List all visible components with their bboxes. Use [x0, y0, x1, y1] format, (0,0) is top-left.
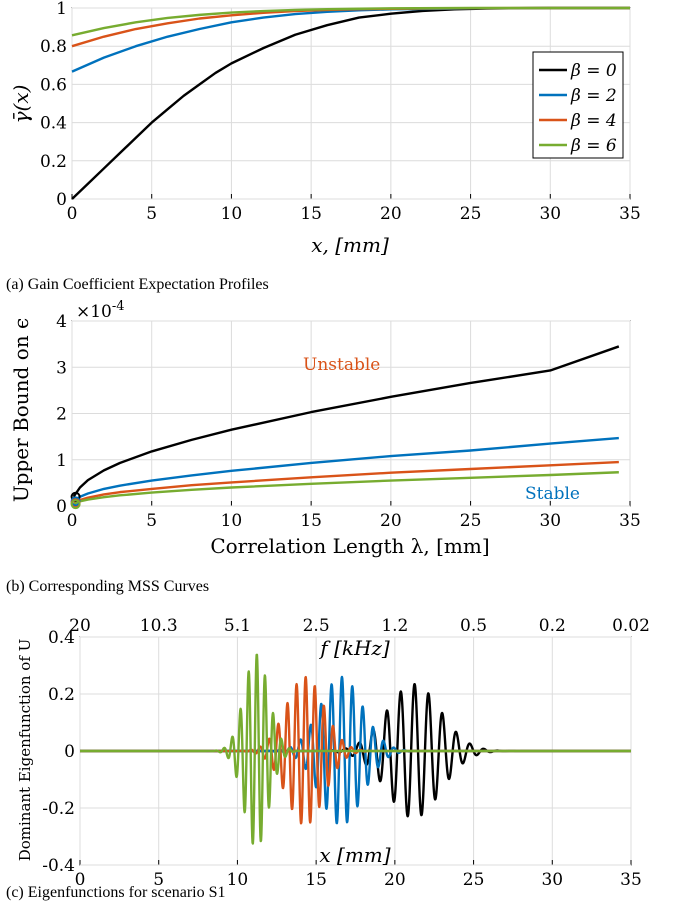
legend-label: β = 6: [570, 136, 617, 156]
y-tick-label: 0.2: [40, 152, 67, 172]
panel-a-legend: β = 0 β = 2 β = 4 β = 6: [532, 51, 624, 159]
y-tick-label: 3: [56, 358, 67, 378]
panel-b-caption: (b) Corresponding MSS Curves: [6, 578, 209, 595]
top-x-tick-label: 10.3: [140, 616, 178, 636]
x-tick-label: 15: [300, 204, 322, 224]
x-tick-label: 35: [620, 870, 642, 890]
x-tick-label: 10: [221, 204, 243, 224]
y-tick-label: 0: [56, 190, 67, 210]
y-tick-label: 0.4: [40, 114, 67, 134]
x-tick-label: 20: [380, 511, 402, 531]
panel-c-bottom-axis-label: x [mm]: [319, 843, 390, 867]
series-line-6: [73, 471, 619, 506]
panel-a-x-axis-label: x, [mm]: [311, 233, 389, 257]
x-tick-label: 25: [460, 511, 482, 531]
series-line-6: [71, 6, 630, 37]
series-line-0: [72, 345, 620, 498]
x-tick-label: 25: [460, 204, 482, 224]
top-x-tick-label: 20: [69, 616, 91, 636]
x-tick-label: 0: [67, 511, 78, 531]
legend-label: β = 2: [570, 86, 617, 106]
legend-label: β = 0: [570, 61, 617, 81]
series-line-2: [72, 436, 619, 503]
x-tick-label: 30: [541, 870, 563, 890]
panel-c-top-axis-label: f [kHz]: [318, 636, 390, 660]
y-tick-label: 0: [64, 742, 75, 762]
y-tick-label: 2: [56, 405, 67, 425]
y-tick-label: 4: [56, 312, 67, 332]
y-tick-label: 0.2: [48, 685, 75, 705]
panel-a-y-axis-label: γ̄(x): [9, 85, 33, 124]
panel-b-exponent-label: ×10-4: [76, 299, 125, 322]
x-tick-label: 5: [146, 511, 157, 531]
x-tick-label: 20: [380, 204, 402, 224]
y-tick-label: 1: [56, 0, 67, 19]
top-x-tick-label: 5.1: [224, 616, 251, 636]
top-x-tick-label: 0.02: [612, 616, 650, 636]
y-tick-label: -0.4: [42, 856, 75, 876]
x-tick-label: 5: [153, 870, 164, 890]
panel-b-series: [70, 345, 620, 510]
y-tick-label: 0.4: [48, 628, 75, 648]
y-tick-label: 1: [56, 451, 67, 471]
y-tick-label: 0.6: [40, 75, 67, 95]
series-line-4: [73, 460, 619, 505]
y-tick-label: 0: [56, 497, 67, 517]
panel-a-series: [71, 6, 630, 200]
panel-b-annotation-unstable: Unstable: [303, 355, 380, 375]
y-tick-label: 0.8: [40, 37, 67, 57]
x-tick-label: 0: [67, 204, 78, 224]
top-x-tick-label: 0.5: [460, 616, 487, 636]
x-tick-label: 10: [221, 511, 243, 531]
panel-a-caption: (a) Gain Coefficient Expectation Profile…: [6, 276, 269, 293]
x-tick-label: 35: [619, 511, 641, 531]
panel-c-y-axis-label: Dominant Eigenfunction of U: [16, 639, 34, 862]
panel-b-gridlines: [71, 320, 631, 507]
x-tick-label: 35: [619, 204, 641, 224]
x-tick-label: 5: [146, 204, 157, 224]
top-x-tick-label: 0.2: [539, 616, 566, 636]
x-tick-label: 30: [539, 204, 561, 224]
x-tick-label: 15: [300, 511, 322, 531]
y-tick-label: -0.2: [42, 799, 75, 819]
panel-a-tick-labels: 0 5 10 15 20 25 30 35 0 0.2 0.4 0.6 0.8 1: [40, 0, 641, 224]
top-x-tick-label: 1.2: [381, 616, 408, 636]
x-tick-label: 0: [75, 870, 86, 890]
top-x-tick-label: 2.5: [303, 616, 330, 636]
panel-a-gain-profiles: 0 5 10 15 20 25 30 35 0 0.2 0.4 0.6 0.8 1 x, [mm] γ̄(…: [6, 0, 641, 293]
panel-c-caption: (c) Eigenfunctions for scenario S1: [6, 884, 225, 901]
panel-b-x-axis-label: Correlation Length λ, [mm]: [210, 534, 489, 558]
legend-label: β = 4: [570, 111, 617, 131]
panel-c-eigenfunctions: 0 5 10 15 20 25 30 35-0.4-0.200.20.420 10.3 5.1 2.…: [6, 616, 650, 901]
x-tick-label: 10: [227, 870, 249, 890]
panel-b-y-axis-label: Upper Bound on ϵ: [9, 318, 33, 502]
panel-b-mss-curves: 0 5 10 15 20 25 30 35 0 1 2 3 4 ×10-4 Correlation Le…: [6, 299, 641, 595]
start-marker: [70, 499, 81, 510]
series-line-6: [79, 653, 632, 845]
x-tick-label: 20: [384, 870, 406, 890]
panel-b-annotation-stable: Stable: [525, 484, 580, 504]
x-tick-label: 25: [463, 870, 485, 890]
x-tick-label: 30: [539, 511, 561, 531]
panel-b-tick-labels: 0 5 10 15 20 25 30 35 0 1 2 3 4: [56, 312, 641, 531]
x-tick-label: 15: [305, 870, 327, 890]
panel-c-series: [79, 653, 632, 845]
panel-c-tick-labels: 0 5 10 15 20 25 30 35-0.4-0.200.20.420 10.3 5.1 2.…: [42, 616, 650, 890]
